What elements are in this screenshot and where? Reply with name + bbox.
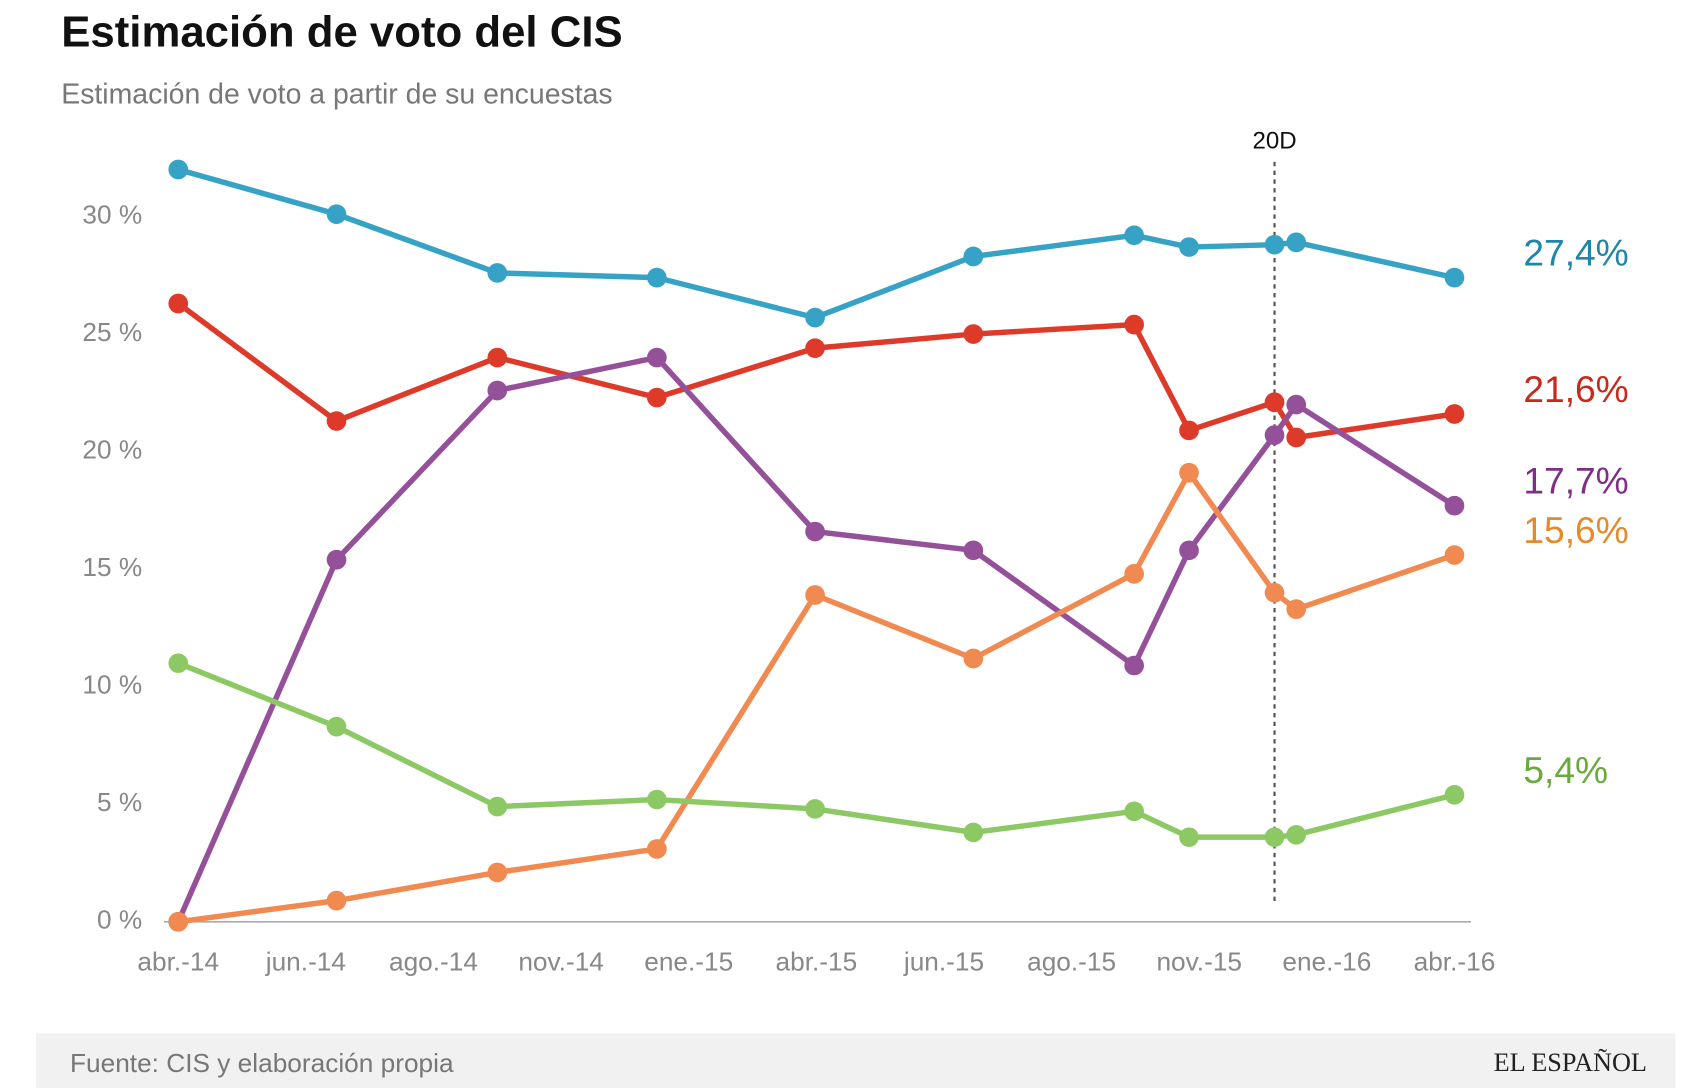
data-point <box>1264 392 1285 413</box>
data-point <box>1264 827 1285 847</box>
data-point <box>1179 420 1199 441</box>
series-line <box>177 166 1456 321</box>
x-tick-label: abr.-16 <box>1414 946 1496 976</box>
data-point <box>168 653 189 674</box>
source: Fuente: CIS y elaboración propia <box>70 1048 454 1078</box>
x-tick-label: jun.-15 <box>903 946 984 976</box>
y-tick-label: 25 % <box>82 317 142 347</box>
y-tick-label: 0 % <box>97 905 142 935</box>
data-point <box>326 890 347 911</box>
x-tick-label: abr.-15 <box>776 946 858 976</box>
data-point <box>963 324 984 344</box>
end-label: 27,4% <box>1523 232 1628 274</box>
data-point <box>487 380 508 401</box>
data-point <box>1286 427 1307 448</box>
data-point <box>1124 801 1144 822</box>
end-label: 15,6% <box>1523 509 1628 551</box>
end-label: 17,7% <box>1523 460 1628 502</box>
data-point <box>646 789 667 810</box>
data-point <box>646 347 667 368</box>
data-point <box>1124 314 1144 335</box>
data-point <box>805 338 825 359</box>
footer-bar <box>36 1033 1676 1088</box>
data-point <box>487 263 508 283</box>
x-tick-label: abr.-14 <box>137 946 219 976</box>
data-point <box>1264 425 1285 445</box>
x-tick-label: jun.-14 <box>265 946 346 976</box>
data-point <box>1286 232 1307 253</box>
y-tick-label: 20 % <box>82 435 142 465</box>
data-point <box>646 839 667 859</box>
data-point <box>168 293 189 314</box>
x-tick-label: ene.-15 <box>644 946 733 976</box>
x-tick-label: ago.-15 <box>1027 946 1116 976</box>
data-point <box>963 648 984 669</box>
x-tick-label: ago.-14 <box>389 946 478 976</box>
x-tick-label: nov.-14 <box>518 946 604 976</box>
brand: EL ESPAÑOL <box>1494 1048 1647 1077</box>
data-point <box>168 159 189 180</box>
x-tick-label: ene.-16 <box>1282 946 1371 976</box>
annotation-label: 20D <box>1252 128 1296 155</box>
data-point <box>487 347 508 368</box>
data-point <box>1124 655 1144 676</box>
y-tick-label: 10 % <box>82 670 142 700</box>
data-point <box>326 204 347 224</box>
data-point <box>487 862 508 883</box>
chart-title: Estimación de voto del CIS <box>61 8 622 57</box>
data-point <box>646 267 667 288</box>
data-point <box>168 911 189 932</box>
chart-subtitle: Estimación de voto a partir de su encues… <box>61 79 612 111</box>
data-point <box>1444 267 1465 288</box>
end-label: 21,6% <box>1523 368 1628 410</box>
data-point <box>963 822 984 843</box>
data-point <box>326 716 347 737</box>
data-point <box>1444 495 1465 516</box>
data-point <box>1179 540 1199 561</box>
data-point <box>1179 827 1199 847</box>
data-point <box>805 799 825 819</box>
data-point <box>1286 394 1307 415</box>
data-point <box>1286 824 1307 845</box>
data-point <box>805 521 825 542</box>
data-point <box>646 387 667 408</box>
data-point <box>1264 234 1285 255</box>
data-point <box>1444 785 1465 805</box>
data-point <box>326 411 347 431</box>
y-tick-label: 15 % <box>82 552 142 582</box>
y-tick-label: 5 % <box>97 787 142 817</box>
data-point <box>1124 225 1144 246</box>
data-point <box>1444 404 1465 424</box>
data-point <box>1444 545 1465 565</box>
data-point <box>1124 564 1144 584</box>
end-label: 5,4% <box>1523 749 1608 791</box>
data-point <box>487 796 508 817</box>
y-tick-label: 30 % <box>82 199 142 229</box>
data-point <box>963 540 984 561</box>
data-point <box>805 307 825 328</box>
data-point <box>1286 599 1307 619</box>
data-point <box>963 246 984 267</box>
data-point <box>805 585 825 605</box>
data-point <box>1264 582 1285 603</box>
data-point <box>326 549 347 570</box>
data-point <box>1179 237 1199 257</box>
data-point <box>1179 462 1199 483</box>
x-tick-label: nov.-15 <box>1156 946 1242 976</box>
